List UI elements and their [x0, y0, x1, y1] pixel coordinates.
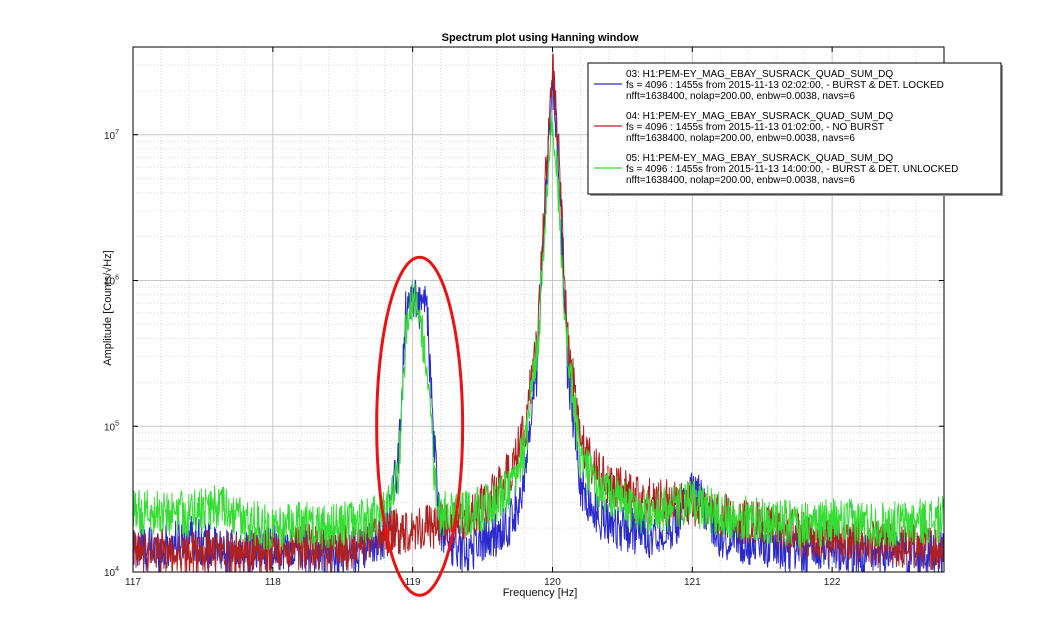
axes [132, 46, 945, 573]
y-tick-label: 104 [104, 566, 119, 579]
tick-labels: 117 118 119 120 121 122 104 105 106 107 [104, 129, 841, 588]
y-tick-label: 106 [104, 275, 119, 288]
legend-entry-name: 05: H1:PEM-EY_MAG_EBAY_SUSRACK_QUAD_SUM_… [626, 153, 893, 164]
legend: 03: H1:PEM-EY_MAG_EBAY_SUSRACK_QUAD_SUM_… [587, 62, 1003, 196]
x-tick-label: 118 [265, 577, 281, 588]
legend-entry-name: 03: H1:PEM-EY_MAG_EBAY_SUSRACK_QUAD_SUM_… [626, 69, 893, 80]
plot-frame [132, 46, 945, 573]
series-line-3 [132, 114, 945, 551]
legend-box [587, 62, 1002, 195]
x-tick-label: 120 [544, 577, 561, 588]
legend-entry-detail1: fs = 4096 : 1455s from 2015-11-13 01:02:… [626, 122, 884, 133]
legend-entry-name: 04: H1:PEM-EY_MAG_EBAY_SUSRACK_QUAD_SUM_… [626, 111, 893, 122]
y-tick-label: 105 [104, 420, 119, 433]
legend-entry-detail2: nfft=1638400, nolap=200.00, enbw=0.0038,… [626, 91, 855, 102]
x-tick-label: 122 [824, 577, 841, 588]
x-axis-label: Frequency [Hz] [503, 587, 578, 599]
legend-entry-detail1: fs = 4096 : 1455s from 2015-11-13 14:00:… [626, 164, 958, 175]
highlight-ellipse [375, 255, 465, 597]
legend-entry-detail1: fs = 4096 : 1455s from 2015-11-13 02:02:… [626, 80, 944, 91]
chart-title: Spectrum plot using Hanning window [442, 32, 639, 44]
y-axis-label: Amplitude [Counts/√Hz] [102, 250, 114, 365]
legend-entry-detail2: nfft=1638400, nolap=200.00, enbw=0.0038,… [626, 133, 855, 144]
x-tick-label: 121 [684, 577, 701, 588]
x-tick-label: 119 [405, 577, 421, 588]
y-tick-label: 107 [104, 129, 119, 142]
x-tick-label: 117 [125, 577, 141, 588]
legend-entry-detail2: nfft=1638400, nolap=200.00, enbw=0.0038,… [626, 175, 855, 186]
series-line-2 [132, 53, 945, 573]
annotation [375, 255, 465, 597]
series-layer [132, 53, 945, 573]
